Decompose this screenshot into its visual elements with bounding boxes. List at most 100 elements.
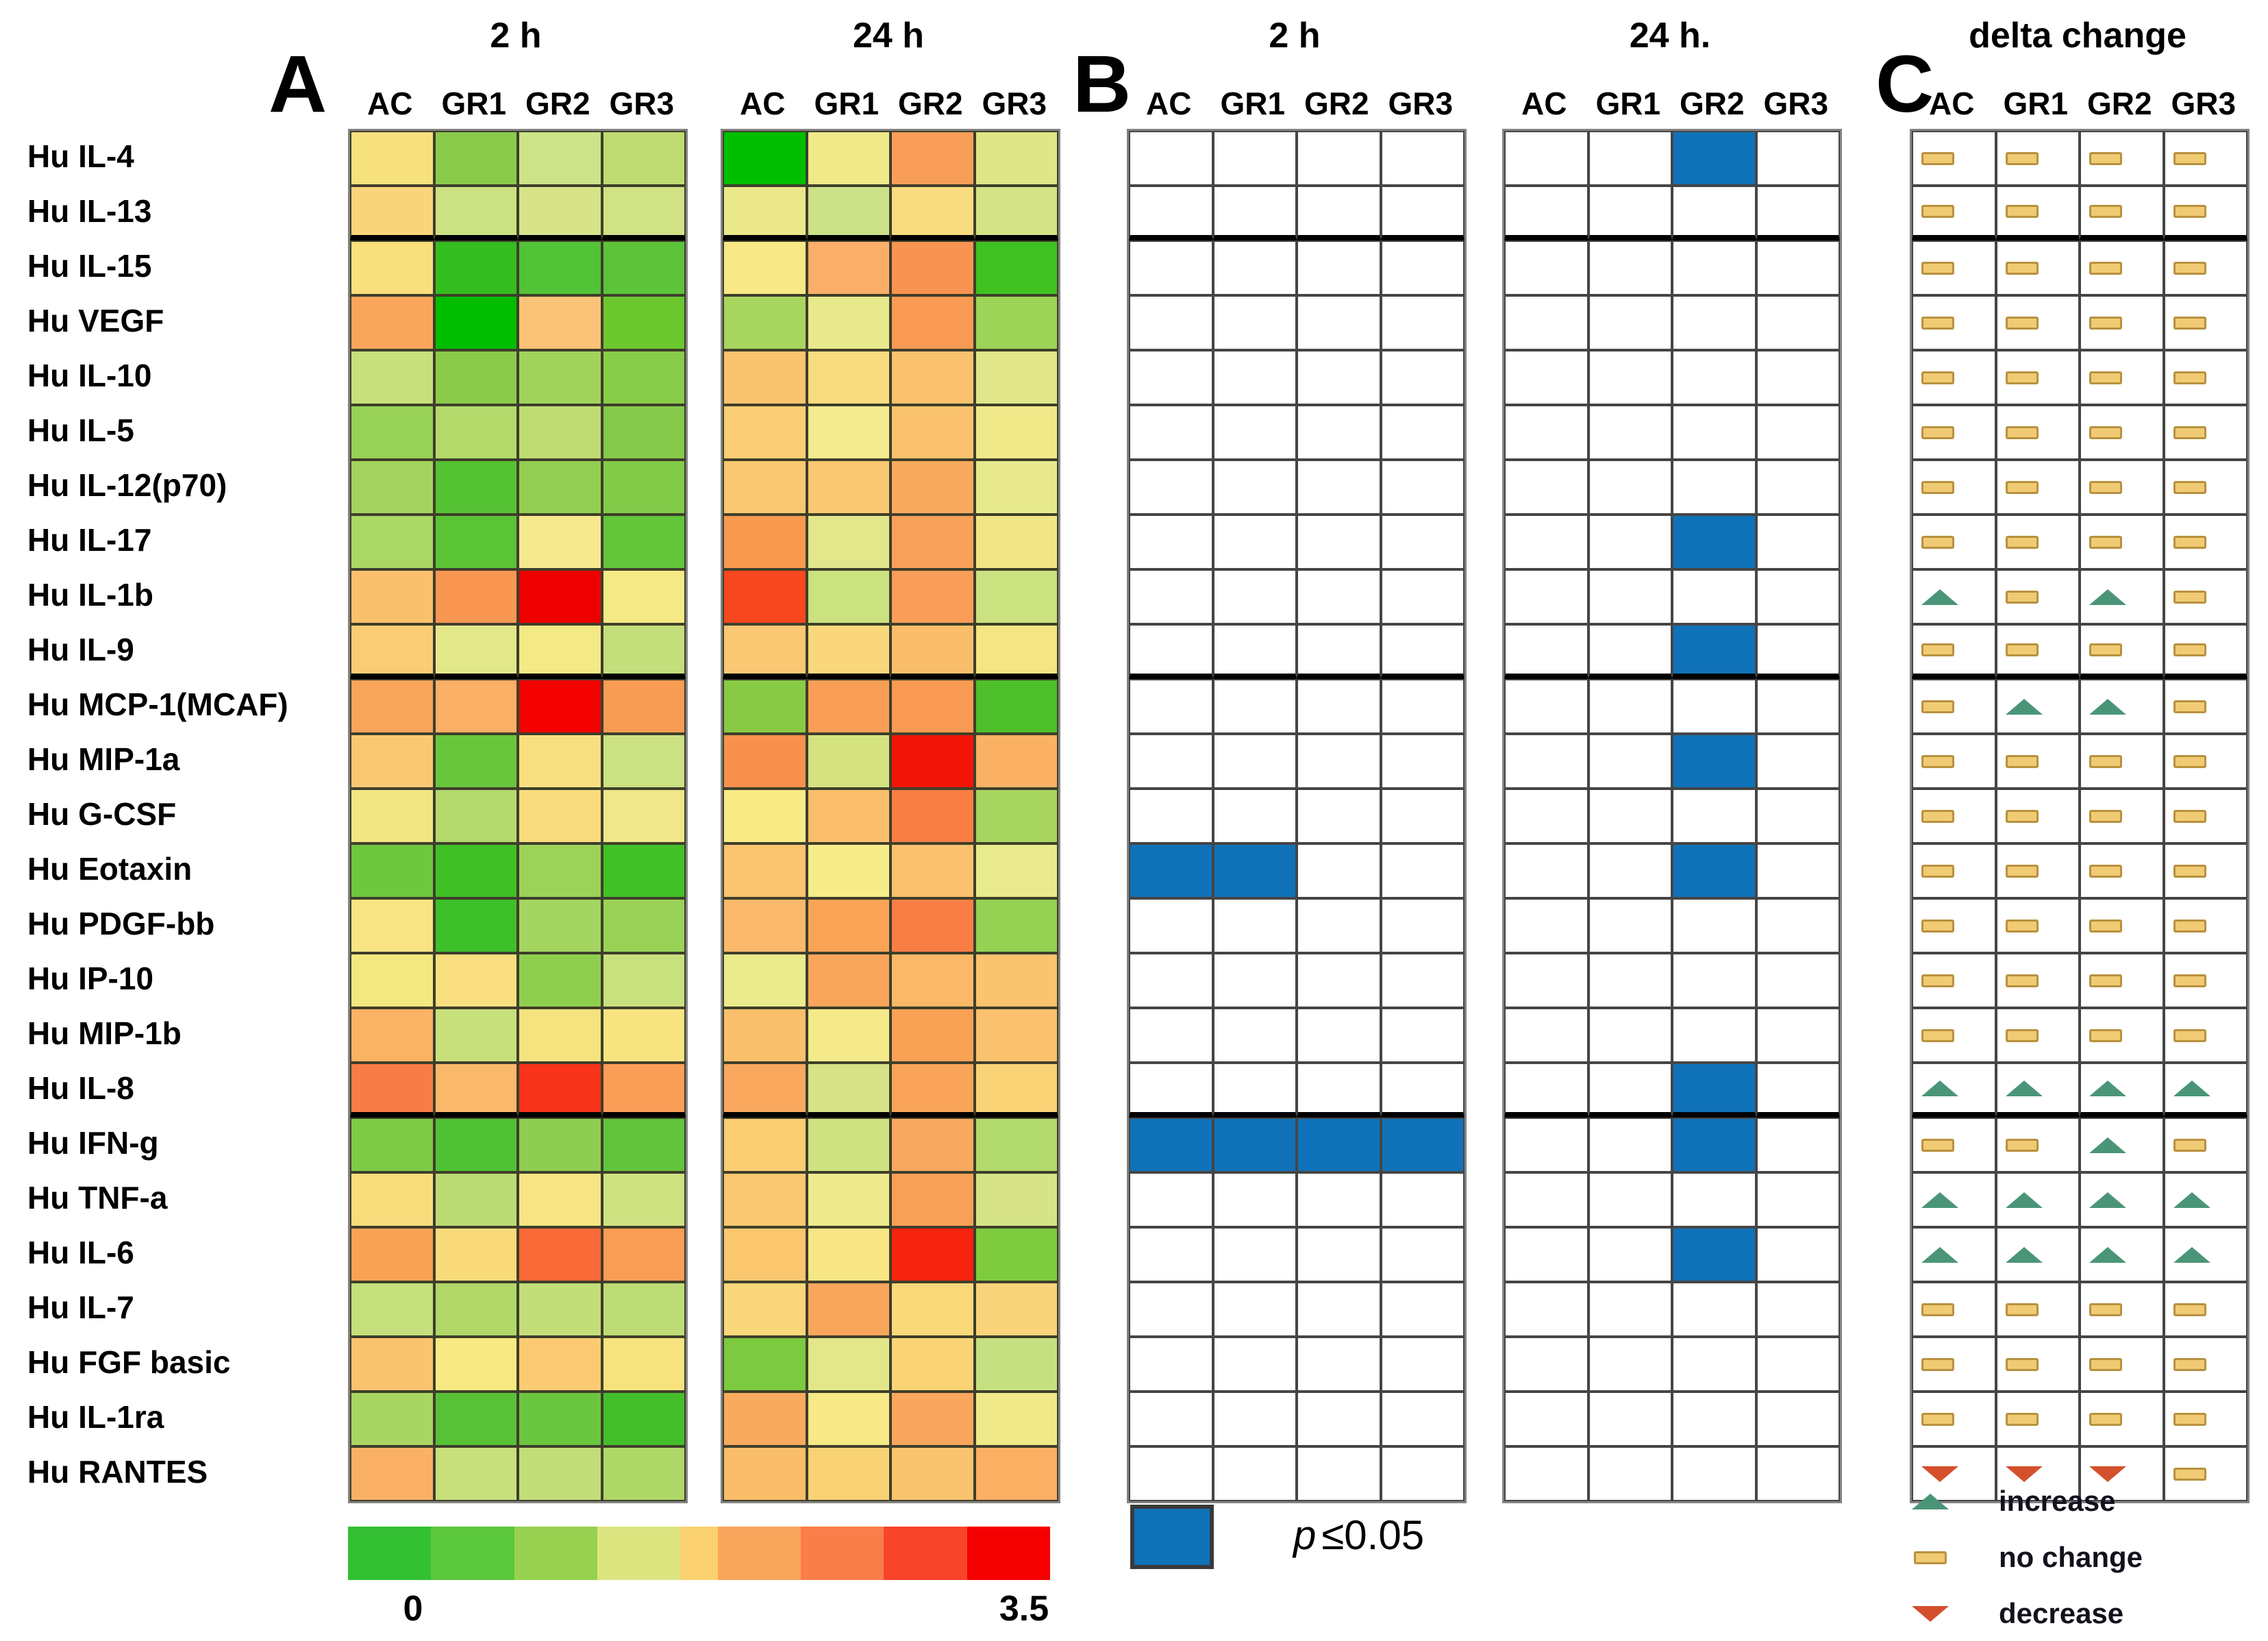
increase-triangle-icon: [2089, 1080, 2126, 1096]
no-change-dash-icon: [1921, 1357, 1954, 1371]
no-change-dash-icon: [2173, 1028, 2206, 1042]
delta-cell: [1912, 1227, 1996, 1282]
heatmap-cell: [723, 240, 807, 295]
significance-cell: [1297, 240, 1381, 295]
column-header-ac: AC: [1521, 86, 1567, 121]
delta-cell: [1995, 1227, 2080, 1282]
heatmap-cell: [434, 1282, 518, 1337]
delta-cell: [2163, 131, 2247, 186]
significance-cell: [1588, 679, 1672, 734]
heatmap-cell: [601, 569, 686, 624]
delta-legend-item: decrease: [1910, 1586, 2266, 1641]
delta-cell: [1995, 1337, 2080, 1392]
significance-cell: [1756, 186, 1840, 240]
down-legend-icon: [1910, 1605, 1951, 1622]
heatmap-cell: [601, 1172, 686, 1227]
heatmap-cell: [974, 131, 1058, 186]
no-change-dash-icon: [2005, 974, 2039, 987]
significance-cell: [1672, 953, 1756, 1008]
heatmap-cell: [350, 1446, 434, 1501]
no-change-dash-icon: [2005, 1357, 2039, 1371]
heatmap-cell: [974, 624, 1058, 679]
no-change-dash-icon: [2089, 1028, 2122, 1042]
significance-cell: [1129, 1063, 1213, 1118]
significance-cell: [1129, 624, 1213, 679]
no-change-dash-icon: [2173, 754, 2206, 768]
increase-triangle-icon: [2005, 1246, 2043, 1263]
significance-cell: [1756, 1446, 1840, 1501]
delta-cell: [2080, 1172, 2164, 1227]
heatmap-cell: [350, 1392, 434, 1446]
delta-cell: [1995, 843, 2080, 898]
heatmap-cell: [601, 789, 686, 843]
panel-b-label: B: [1073, 39, 1132, 129]
heatmap-cell: [434, 1063, 518, 1118]
heatmap-cell: [601, 1227, 686, 1282]
column-header-gr1: GR1: [1595, 86, 1661, 121]
row-label: Hu MCP-1(MCAF): [27, 687, 288, 722]
heatmap-cell: [890, 405, 975, 460]
heatmap-cell: [518, 350, 602, 405]
significance-cell: [1756, 295, 1840, 350]
row-label: Hu IL-15: [27, 248, 152, 284]
no-change-dash-icon: [1921, 864, 1954, 878]
heatmap-cell: [890, 1282, 975, 1337]
heatmap-cell: [806, 789, 890, 843]
heatmap-cell: [806, 898, 890, 953]
significance-cell: [1129, 295, 1213, 350]
heatmap-cell: [350, 131, 434, 186]
no-change-dash-icon: [1921, 1138, 1954, 1152]
heatmap-cell: [723, 1337, 807, 1392]
delta-cell: [1995, 1172, 2080, 1227]
significance-cell: [1380, 240, 1465, 295]
heatmap-cell: [350, 405, 434, 460]
heatmap-cell: [723, 1172, 807, 1227]
heatmap-cell: [518, 1008, 602, 1063]
heatmap-cell: [601, 1337, 686, 1392]
significance-cell: [1588, 1172, 1672, 1227]
heatmap-cell: [434, 1118, 518, 1172]
heatmap-cell: [806, 679, 890, 734]
heatmap-cell: [350, 1172, 434, 1227]
heatmap-cell: [974, 460, 1058, 515]
significance-cell: [1380, 734, 1465, 789]
heatmap-cell: [806, 515, 890, 569]
heatmap-cell: [974, 789, 1058, 843]
significance-cell: [1756, 1392, 1840, 1446]
increase-triangle-icon: [2173, 1080, 2210, 1096]
no-change-dash-icon: [2089, 425, 2122, 439]
no-change-dash-icon: [2089, 316, 2122, 330]
significant-cell: [1212, 843, 1297, 898]
heatmap-cell: [974, 679, 1058, 734]
heatmap-cell: [434, 843, 518, 898]
significant-cell: [1672, 843, 1756, 898]
delta-cell: [1995, 1063, 2080, 1118]
delta-change-legend: increase no change decrease: [1910, 1473, 2266, 1641]
increase-triangle-icon: [2005, 1080, 2043, 1096]
heatmap-cell: [890, 679, 975, 734]
heatmap-cell: [518, 679, 602, 734]
significance-cell: [1756, 624, 1840, 679]
no-change-dash-icon: [1921, 1303, 1954, 1316]
significance-cell: [1504, 1227, 1588, 1282]
significance-cell: [1212, 295, 1297, 350]
heatmap-cell: [890, 295, 975, 350]
heatmap-cell: [806, 1063, 890, 1118]
significance-cell: [1129, 569, 1213, 624]
column-header-gr2: GR2: [525, 86, 590, 121]
increase-triangle-icon: [2173, 1246, 2210, 1263]
heatmap-cell: [350, 624, 434, 679]
heatmap-cell: [723, 843, 807, 898]
significance-cell: [1129, 405, 1213, 460]
no-change-dash-icon: [1921, 919, 1954, 933]
delta-cell: [2163, 515, 2247, 569]
delta-cell: [2080, 624, 2164, 679]
delta-cell: [1912, 295, 1996, 350]
heatmap-cell: [974, 1172, 1058, 1227]
significance-cell: [1672, 350, 1756, 405]
no-change-dash-icon: [2173, 974, 2206, 987]
colorbar-segment: [801, 1527, 884, 1580]
heatmap-cell: [434, 1392, 518, 1446]
delta-legend-label: no change: [1999, 1541, 2143, 1573]
